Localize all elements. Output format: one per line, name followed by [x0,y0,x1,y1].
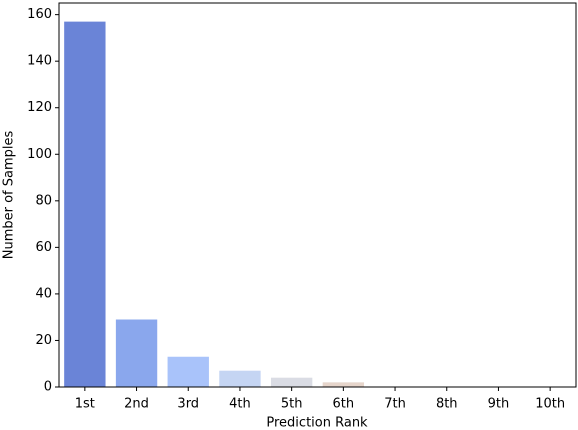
bar [115,319,158,387]
plot-frame [58,2,577,388]
bar [64,21,106,387]
x-tick-label: 9th [488,397,510,412]
bar [322,382,365,387]
y-tick-label: 40 [35,286,52,301]
x-tick-label: 5th [281,397,303,412]
x-tick-label: 3rd [177,397,199,412]
x-tick-label: 6th [333,397,355,412]
x-axis-label: Prediction Rank [266,416,368,430]
x-tick-label: 10th [535,397,565,412]
y-tick-label: 20 [35,333,52,348]
y-tick-label: 120 [27,100,52,115]
x-tick-label: 2nd [124,397,149,412]
x-tick-label: 8th [436,397,458,412]
x-tick-label: 4th [229,397,251,412]
y-tick-label: 140 [27,54,52,69]
y-tick-label: 60 [35,240,52,255]
y-tick-label: 160 [27,7,52,22]
y-tick-label: 100 [27,147,52,162]
bar [219,370,261,387]
y-tick-label: 80 [35,193,52,208]
x-tick-label: 1st [75,397,95,412]
y-axis-label: Number of Samples [2,131,17,260]
bar [270,377,313,387]
bar [167,356,209,387]
x-tick-label: 7th [384,397,406,412]
y-tick-label: 0 [44,380,52,395]
